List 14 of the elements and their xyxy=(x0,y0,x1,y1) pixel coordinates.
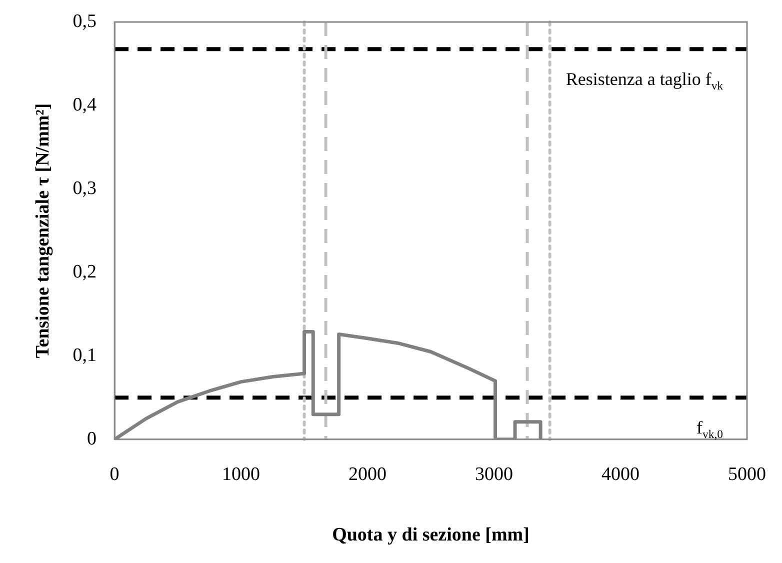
y-axis-title: Tensione tangenziale τ [N/mm²] xyxy=(32,103,54,358)
y-tick-label: 0,2 xyxy=(72,261,97,282)
x-tick-label: 2000 xyxy=(348,464,387,485)
x-tick-label: 0 xyxy=(110,464,120,485)
y-tick-label: 0,4 xyxy=(72,94,98,116)
y-tick-label: 0,1 xyxy=(72,344,97,366)
y-tick-label: 0,5 xyxy=(72,10,97,32)
x-tick-label: 5000 xyxy=(728,464,766,485)
y-tick-label: 0,3 xyxy=(72,178,97,199)
x-axis-title: Quota y di sezione [mm] xyxy=(332,524,530,546)
x-tick-label: 4000 xyxy=(602,464,640,485)
x-tick-label: 1000 xyxy=(222,464,260,485)
x-tick-label: 3000 xyxy=(475,464,514,485)
y-tick-label: 0 xyxy=(87,428,97,450)
